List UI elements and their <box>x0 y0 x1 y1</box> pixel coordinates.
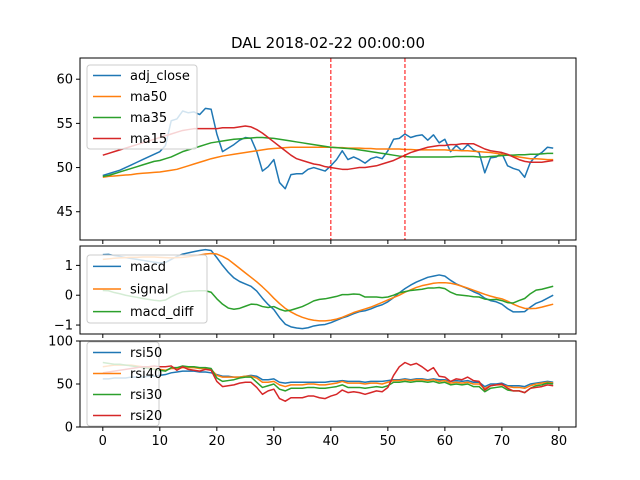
legend-label: rsi40 <box>130 367 162 382</box>
legend-label: ma35 <box>130 111 167 126</box>
price-legend: adj_close ma50 ma35 ma15 <box>86 64 198 150</box>
xtick-label: 80 <box>551 434 568 449</box>
price-panel: 45 50 55 60 adj_close ma50 ma35 ma15 <box>56 57 577 244</box>
xtick-label: 10 <box>152 434 169 449</box>
series-rsi20 <box>102 361 554 402</box>
price-ytick-label: 60 <box>56 73 73 88</box>
rsi-legend: rsi50 rsi40 rsi30 rsi20 <box>86 341 162 427</box>
xtick-label: 70 <box>494 434 511 449</box>
series-ma35 <box>102 136 554 178</box>
legend-label: signal <box>130 283 168 298</box>
legend-label: macd_diff <box>130 305 194 320</box>
macd-axes-frame <box>79 245 577 335</box>
legend-label: ma15 <box>130 132 167 147</box>
legend-label: rsi30 <box>130 388 162 403</box>
xtick-label: 50 <box>380 434 397 449</box>
macd-legend: macd signal macd_diff <box>86 254 208 324</box>
price-axes-frame <box>79 57 577 241</box>
series-rsi40 <box>102 364 554 390</box>
series-rsi30 <box>102 361 554 394</box>
chart-title: DAL 2018-02-22 00:00:00 <box>231 34 425 52</box>
series-rsi50 <box>102 370 554 388</box>
macd-ytick-label: 0 <box>65 289 73 304</box>
legend-label: adj_close <box>130 69 190 84</box>
xtick-label: 60 <box>437 434 454 449</box>
macd-panel: −1 0 1 macd signal macd_diff <box>54 245 577 338</box>
legend-label: rsi20 <box>130 409 162 424</box>
legend-label: ma50 <box>130 90 167 105</box>
macd-ytick-label: −1 <box>54 319 73 334</box>
legend-label: macd <box>130 260 166 275</box>
legend-label: rsi50 <box>130 346 162 361</box>
rsi-ytick-label: 100 <box>48 335 73 350</box>
xtick-label: 30 <box>266 434 283 449</box>
xtick-label: 20 <box>209 434 226 449</box>
price-ytick-label: 55 <box>56 117 73 132</box>
rsi-ytick-label: 0 <box>65 421 73 436</box>
xtick-label: 0 <box>99 434 107 449</box>
macd-ytick-label: 1 <box>65 259 73 274</box>
price-ytick-label: 50 <box>56 161 73 176</box>
xtick-label: 40 <box>323 434 340 449</box>
price-ytick-label: 45 <box>56 205 73 220</box>
rsi-ytick-label: 50 <box>56 378 73 393</box>
